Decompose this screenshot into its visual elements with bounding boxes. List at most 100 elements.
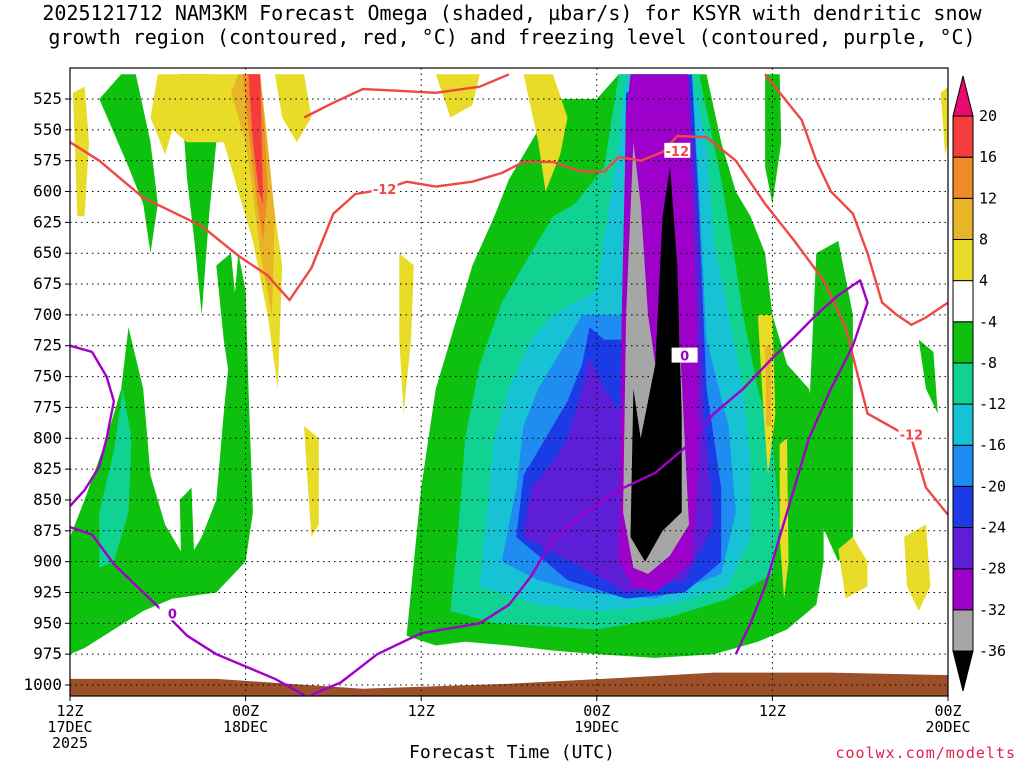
omega-shaded-area (940, 86, 948, 155)
freezing-level-contour (70, 344, 116, 507)
omega-shaded-area (304, 425, 319, 537)
y-tick-label: 1000 (23, 675, 62, 694)
omega-shaded-area (274, 74, 312, 143)
y-tick-label: 675 (33, 274, 62, 293)
dgz-minus12-contour (303, 73, 510, 119)
colorbar-lower-extension (952, 650, 974, 692)
colorbar-segment (952, 485, 974, 529)
chart-title-line-1: 2025121712 NAM3KM Forecast Omega (shaded… (42, 1, 982, 25)
colorbar-tick-label: 20 (979, 107, 997, 125)
y-tick-label: 775 (33, 397, 62, 416)
colorbar-tick-label: 16 (979, 148, 997, 166)
contour-label-background (671, 347, 698, 363)
colorbar-segment (952, 156, 974, 199)
y-tick-label: 525 (33, 89, 62, 108)
omega-shaded-area (72, 86, 89, 217)
x-tick-label: 00Z (934, 702, 961, 720)
dgz-minus12-contour (70, 134, 948, 516)
colorbar-tick-label: 12 (979, 189, 997, 207)
y-tick-label: 700 (33, 305, 62, 324)
colorbar-segment (952, 197, 974, 240)
contour-label-background (159, 605, 186, 621)
y-tick-label: 975 (33, 644, 62, 663)
y-tick-label: 950 (33, 613, 62, 632)
contour-label-background (371, 181, 398, 197)
omega-shaded-area (765, 74, 782, 204)
colorbar-tick-label: -16 (979, 436, 1006, 454)
omega-shaded-area (99, 388, 132, 568)
colorbar-tick-label: -12 (979, 395, 1006, 413)
omega-shaded-area (99, 74, 158, 254)
contour-label-background (898, 426, 925, 442)
x-tick-label: 12Z (408, 702, 435, 720)
y-tick-label: 725 (33, 336, 62, 355)
colorbar-tick-label: -24 (979, 519, 1006, 537)
x-tick-label: 12Z (759, 702, 786, 720)
colorbar-segment (952, 609, 974, 652)
contour-label: 0 (680, 350, 689, 365)
y-tick-label: 850 (33, 490, 62, 509)
contour-label: -12 (373, 183, 397, 198)
colorbar-segment (952, 321, 974, 364)
x-tick-label: 2025 (52, 734, 88, 752)
y-tick-label: 575 (33, 151, 62, 170)
colorbar-segment (952, 568, 974, 611)
omega-colorbar: -36 -32 -28 -24 -20 -16 -12 -8 -4 4 8 12 16 20 (952, 75, 1006, 692)
omega-shading (70, 74, 948, 696)
y-tick-label: 925 (33, 582, 62, 601)
chart-title-line-2: growth region (contoured, red, °C) and f… (48, 25, 976, 49)
y-tick-label: 800 (33, 428, 62, 447)
contour-label: -12 (900, 429, 924, 444)
omega-shaded-area (630, 166, 682, 562)
y-tick-label: 875 (33, 521, 62, 540)
dgz-minus12-contour (764, 73, 948, 326)
x-tick-label: 00Z (232, 702, 259, 720)
colorbar-segment (952, 238, 974, 282)
x-tick-label: 19DEC (574, 718, 619, 736)
colorbar-tick-label: -36 (979, 642, 1006, 660)
x-tick-label: 17DEC (47, 718, 92, 736)
colorbar-segment (952, 444, 974, 487)
colorbar-segment (952, 527, 974, 570)
omega-shaded-area (216, 253, 239, 389)
omega-shaded-area (904, 524, 931, 611)
colorbar-tick-label: -20 (979, 477, 1006, 495)
plot-frame (69, 67, 949, 697)
y-tick-label: 650 (33, 243, 62, 262)
omega-shaded-area (838, 537, 868, 599)
contour-label: -12 (666, 145, 690, 160)
terrain-ground (70, 672, 948, 696)
contour-label: 0 (168, 607, 177, 622)
y-tick-label: 900 (33, 552, 62, 571)
colorbar-segment (952, 403, 974, 446)
y-tick-label: 750 (33, 367, 62, 386)
x-tick-label: 00Z (583, 702, 610, 720)
y-tick-label: 550 (33, 120, 62, 139)
colorbar-segment (952, 280, 974, 323)
freezing-level-contour (70, 525, 305, 696)
x-tick-label: 20DEC (925, 718, 970, 736)
colorbar-tick-label: -8 (979, 354, 997, 372)
colorbar-segment (952, 362, 974, 405)
x-axis-label: Forecast Time (UTC) (409, 742, 615, 763)
omega-shaded-area (179, 487, 195, 587)
contour-label-background (664, 142, 691, 158)
colorbar-tick-label: -28 (979, 560, 1006, 578)
colorbar-tick-label: 8 (979, 230, 988, 248)
x-tick-label: 18DEC (223, 718, 268, 736)
freezing-level-contour (310, 279, 869, 696)
colorbar-tick-label: 4 (979, 272, 988, 290)
colorbar-upper-extension (952, 75, 974, 117)
x-tick-label: 12Z (56, 702, 83, 720)
credit-text: coolwx.com/modelts (835, 744, 1016, 762)
y-tick-label: 625 (33, 212, 62, 231)
omega-shaded-area (399, 253, 414, 414)
colorbar-tick-label: -4 (979, 313, 997, 331)
pressure-axis: 525 550 575 600 625 650 675 700 725 750 775 800 825 8… (23, 89, 70, 694)
contour-lines: -12 -12 -12 0 0 (70, 73, 948, 696)
colorbar-segment (952, 115, 974, 158)
y-tick-label: 600 (33, 182, 62, 201)
omega-shaded-area (248, 74, 264, 204)
